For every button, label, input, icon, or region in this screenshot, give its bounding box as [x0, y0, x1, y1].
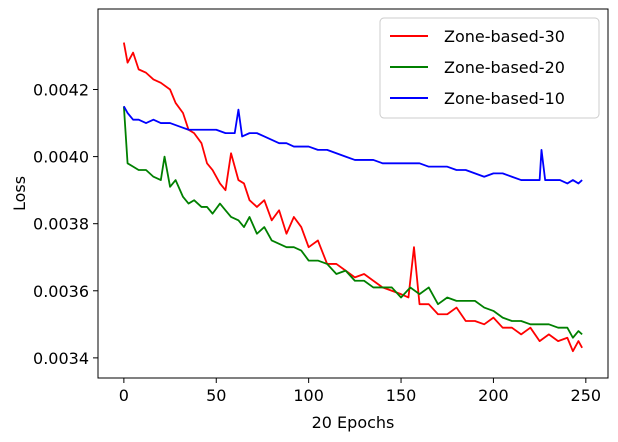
x-tick-label: 250	[571, 386, 602, 405]
x-tick-label: 200	[478, 386, 509, 405]
y-tick-label: 0.0034	[33, 349, 89, 368]
legend-label-1: Zone-based-30	[444, 27, 565, 46]
legend-box	[379, 17, 600, 119]
legend-label-2: Zone-based-20	[444, 58, 565, 77]
series-line-2	[122, 106, 583, 339]
legend-label-3: Zone-based-10	[444, 89, 565, 108]
x-axis-label: 20 Epochs	[312, 413, 395, 432]
y-tick-label: 0.0042	[33, 81, 89, 100]
y-tick-label: 0.0040	[33, 148, 89, 167]
y-tick-label: 0.0036	[33, 282, 89, 301]
y-axis-ticks: 0.0034 0.0036 0.0038 0.0040 0.0042	[33, 81, 98, 368]
plot-lines	[122, 42, 583, 353]
x-tick-label: 0	[119, 386, 129, 405]
x-tick-label: 150	[386, 386, 417, 405]
plot-frame	[97, 8, 609, 379]
series-line-3	[123, 105, 583, 185]
legend: Zone-based-30 Zone-based-20 Zone-based-10	[379, 17, 600, 119]
x-tick-label: 50	[206, 386, 226, 405]
x-tick-label: 100	[293, 386, 324, 405]
y-axis-label: Loss	[10, 176, 29, 211]
y-tick-label: 0.0038	[33, 215, 89, 234]
x-axis-ticks: 0 50 100 150 200 250	[119, 378, 601, 405]
